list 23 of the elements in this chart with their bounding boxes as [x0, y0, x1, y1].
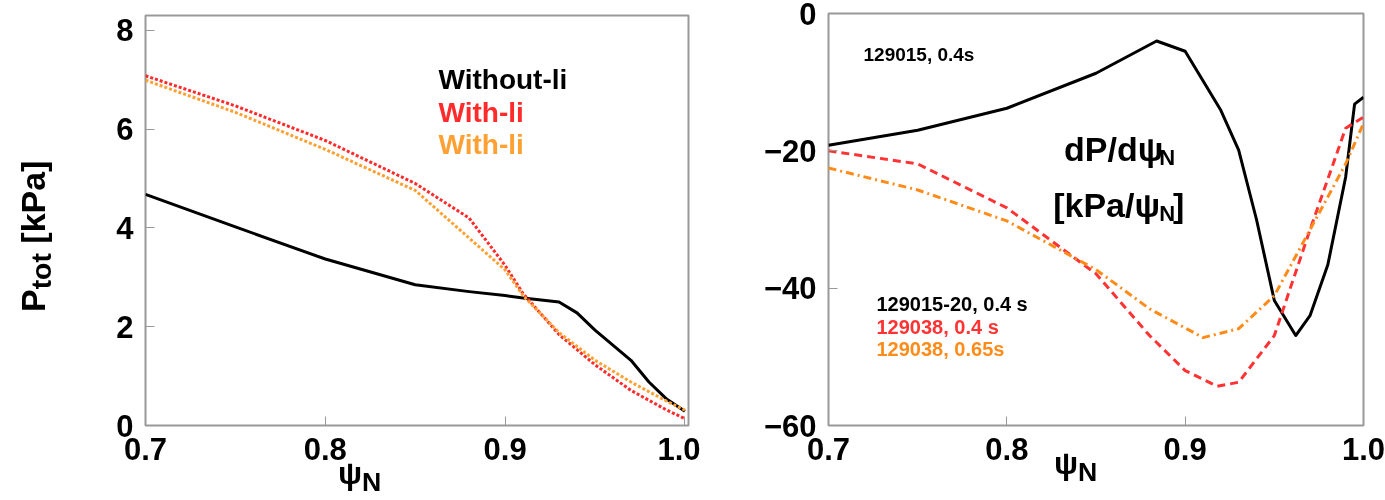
y-tick-label: −20 — [763, 133, 817, 169]
line-series — [828, 39, 1364, 338]
text: 129038, 0.65s — [876, 338, 1005, 361]
x-tick-label: 0.9 — [1163, 431, 1207, 467]
y-tick-label: 8 — [116, 13, 134, 49]
y-tick-label: 6 — [116, 112, 134, 148]
x-tick-label: 1.0 — [1341, 431, 1385, 467]
text: 129015-20, 0.4 s — [876, 292, 1028, 315]
x-tick-label: 1.0 — [657, 431, 701, 467]
y-tick-label: 2 — [116, 309, 134, 345]
text: Without-li — [438, 64, 568, 96]
x-axis-title: ψ$_{N}$ — [1054, 445, 1098, 488]
annotation: 129015, 0.4s — [863, 44, 975, 66]
text: 129038, 0.4 s — [876, 315, 999, 338]
line-series — [828, 115, 1364, 388]
y-tick-label: −40 — [763, 271, 817, 307]
x-tick-label: 0.8 — [985, 431, 1029, 467]
line-series — [145, 192, 687, 413]
text: With-li — [438, 96, 524, 128]
x-tick-label: 0.9 — [483, 431, 527, 467]
y-tick-label: 0 — [799, 0, 817, 32]
y-tick-label: 4 — [116, 210, 135, 246]
series-label: With-li — [438, 128, 524, 160]
